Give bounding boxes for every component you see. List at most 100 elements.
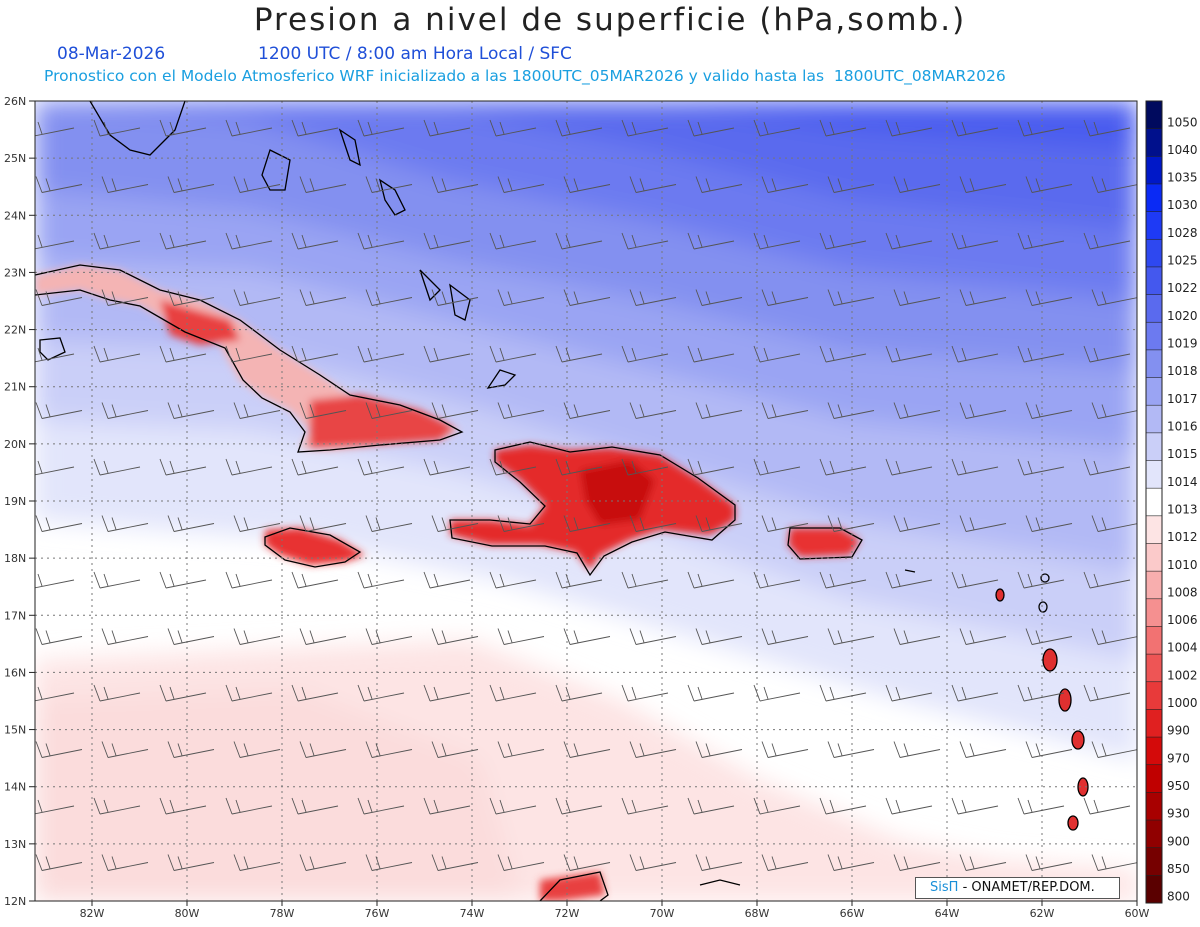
colorbar-label: 1019 [1167,337,1198,351]
wind-barb [1017,119,1065,137]
wind-barb [959,854,1007,871]
colorbar-swatch [1146,349,1162,379]
wind-barb [629,741,677,758]
lat-label: 18N [4,552,26,565]
wind-barb [1083,571,1131,589]
wind-barb [563,402,611,419]
wind-barb [423,119,471,137]
wind-barb [299,289,347,306]
colorbar-swatch [1146,598,1162,627]
colorbar-label: 1016 [1167,419,1198,433]
wind-barb [167,402,215,419]
colorbar-label: 1022 [1167,281,1198,295]
wind-barb [563,741,611,758]
wind-barb [885,345,933,363]
wind-barb [1083,684,1131,702]
wind-barb [497,741,545,758]
colorbar-label: 990 [1167,724,1190,738]
wind-barb [1017,571,1065,589]
wind-barb [291,797,339,815]
colorbar-label: 1028 [1167,226,1198,240]
wind-barb [753,345,801,363]
wind-barb [621,684,669,702]
wind-barb [687,797,735,815]
wind-barb [497,854,545,871]
colorbar-swatch [1146,626,1162,655]
colorbar-swatch [1146,820,1162,849]
wind-barb [291,232,339,250]
forecast-date: 08-Mar-2026 [57,44,166,64]
colorbar-label: 1020 [1167,309,1198,323]
wind-barb [423,458,471,476]
wind-barb [291,458,339,476]
wind-barb [1025,515,1073,532]
wind-barb [893,628,941,645]
colorbar-swatch [1146,543,1162,572]
wind-barb [423,571,471,589]
wind-barb [893,289,941,306]
wind-barb [687,119,735,137]
wind-barb [233,854,281,871]
wind-barb [423,345,471,363]
colorbar-label: 1004 [1167,641,1198,655]
wind-barb [233,628,281,645]
wind-barb [753,458,801,476]
wind-barb [885,119,933,137]
colorbar-swatch [1146,792,1162,821]
lat-label: 15N [4,724,26,737]
colorbar-swatch [1146,405,1162,434]
lat-label: 12N [4,895,26,908]
wind-barb [885,797,933,815]
wind-barb [159,345,207,363]
wind-barb [365,289,413,306]
wind-barb [1091,289,1137,306]
wind-barb [365,628,413,645]
wind-barb [93,458,141,476]
colorbar-label: 1035 [1167,171,1198,185]
lat-label: 20N [4,438,26,451]
wind-barb [695,741,743,758]
wind-barb [299,741,347,758]
colorbar-label: 930 [1167,807,1190,821]
wind-barb [357,684,405,702]
colorbar-label: 800 [1167,890,1190,904]
wind-barb [959,741,1007,758]
wind-barb [167,854,215,871]
wind-barb [423,232,471,250]
wind-barb [93,345,141,363]
wind-barb [497,176,545,193]
wind-barb [555,119,603,137]
colorbar-swatch [1146,239,1162,268]
colorbar-swatch [1146,211,1162,240]
wind-barb [431,176,479,193]
pressure-field [35,101,1137,901]
wind-barb [489,684,537,702]
wind-barb [431,289,479,306]
wind-barb [101,515,149,532]
forecast-time-info: 1200 UTC / 8:00 am Hora Local / SFC [258,44,572,64]
wind-barb [885,571,933,589]
wind-barb [35,234,75,250]
wind-barb [431,628,479,645]
wind-barb [629,854,677,871]
lat-label: 14N [4,781,26,794]
wind-barb [1025,402,1073,419]
colorbar-label: 950 [1167,779,1190,793]
wind-barb [431,854,479,871]
wind-barb [951,345,999,363]
wind-barb [761,741,809,758]
wind-barb [357,119,405,137]
wind-barb [299,176,347,193]
latitude-labels: 26N 25N 24N 23N 22N 21N 20N 19N 18N 17N 16N 15N 14N 1… [4,95,35,908]
colorbar-label: 1000 [1167,696,1198,710]
wind-barb [1083,345,1131,363]
wind-barb [819,232,867,250]
wind-barb [1091,741,1137,758]
wind-barb [885,232,933,250]
wind-barb [1091,854,1137,871]
wind-barb [357,232,405,250]
wind-barb [555,345,603,363]
wind-barb [555,797,603,815]
wind-barb [827,628,875,645]
